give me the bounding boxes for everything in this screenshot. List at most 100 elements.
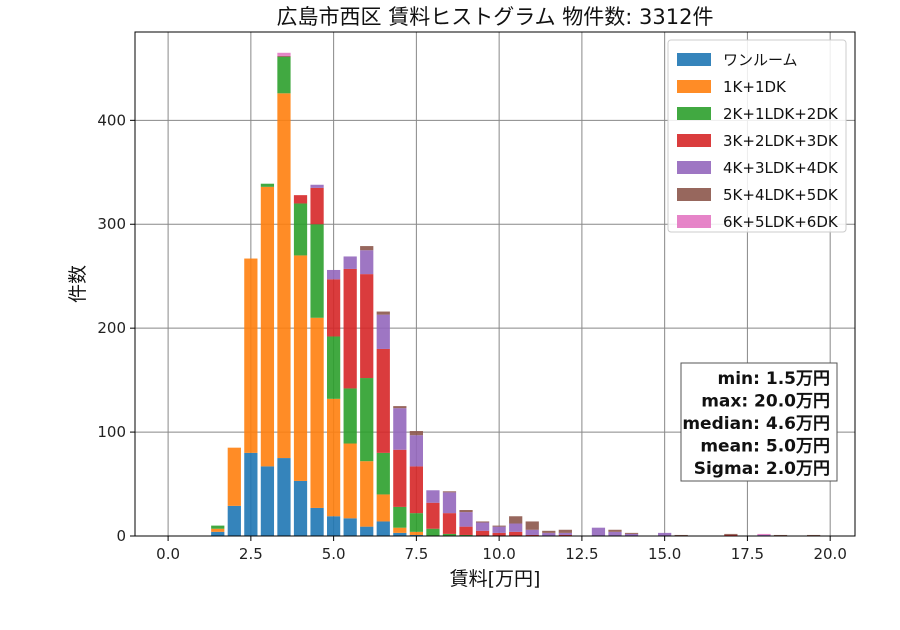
bar-segment-5 bbox=[558, 532, 572, 535]
legend-swatch bbox=[677, 161, 711, 174]
bar-segment-1 bbox=[277, 458, 291, 536]
bar-segment-6 bbox=[492, 525, 506, 527]
bar-segment-1 bbox=[360, 526, 374, 536]
bar-segment-3 bbox=[393, 506, 407, 528]
bar-segment-1 bbox=[310, 507, 324, 536]
legend-label: 2K+1LDK+2DK bbox=[723, 105, 839, 123]
legend-swatch bbox=[677, 134, 711, 147]
bar-segment-6 bbox=[409, 431, 423, 436]
bar-segment-6 bbox=[608, 529, 622, 532]
histogram-bars bbox=[211, 52, 821, 536]
bar-segment-6 bbox=[360, 246, 374, 251]
bar-segment-3 bbox=[442, 533, 457, 536]
legend-label: 5K+4LDK+5DK bbox=[723, 186, 839, 204]
bar-segment-1 bbox=[343, 518, 357, 536]
bar-segment-2 bbox=[360, 461, 374, 527]
bar-segment-4 bbox=[724, 534, 738, 536]
bar-segment-1 bbox=[244, 452, 258, 536]
bar-segment-6 bbox=[442, 491, 457, 493]
bar-segment-5 bbox=[426, 490, 440, 503]
bar-segment-4 bbox=[509, 531, 523, 536]
x-axis-label: 賃料[万円] bbox=[450, 568, 541, 590]
bar-segment-3 bbox=[343, 388, 357, 444]
bar-segment-3 bbox=[409, 513, 423, 532]
bar-segment-4 bbox=[327, 279, 341, 337]
bar-segment-4 bbox=[310, 187, 324, 225]
bar-segment-5 bbox=[459, 512, 473, 527]
y-tick-label: 0 bbox=[116, 527, 126, 545]
bar-segment-6 bbox=[525, 521, 539, 530]
bar-segment-2 bbox=[376, 494, 390, 522]
bar-segment-1 bbox=[393, 532, 407, 536]
bar-segment-4 bbox=[525, 534, 539, 536]
y-tick-label: 400 bbox=[97, 111, 126, 129]
bar-segment-4 bbox=[293, 195, 308, 204]
bar-segment-4 bbox=[492, 532, 506, 536]
y-tick-label: 300 bbox=[97, 215, 126, 233]
bar-segment-3 bbox=[293, 203, 308, 256]
bar-segment-5 bbox=[409, 435, 423, 467]
bar-segment-3 bbox=[426, 528, 440, 536]
bar-segment-1 bbox=[227, 505, 241, 536]
bar-segment-2 bbox=[327, 398, 341, 517]
plot-frame bbox=[134, 31, 856, 537]
stats-line: max: 20.0万円 bbox=[701, 392, 830, 412]
bar-segment-5 bbox=[757, 534, 771, 536]
y-axis-ticks: 0 100 200 300 400 bbox=[97, 111, 135, 545]
bar-segment-3 bbox=[260, 183, 275, 187]
x-tick-label: 12.5 bbox=[565, 545, 598, 563]
bar-segment-2 bbox=[343, 443, 357, 519]
bar-segment-6 bbox=[277, 55, 291, 57]
bar-segment-4 bbox=[409, 466, 423, 514]
bar-segment-3 bbox=[310, 224, 324, 318]
bar-segment-6 bbox=[558, 529, 572, 533]
bar-segment-3 bbox=[459, 534, 473, 536]
legend: ワンルーム 1K+1DK 2K+1LDK+2DK 3K+2LDK+3DK 4K+3LDK… bbox=[667, 39, 847, 233]
stats-line: min: 1.5万円 bbox=[718, 369, 830, 389]
x-axis-ticks: 0.0 2.5 5.0 7.5 10.0 12.5 15.0 17.5 20.0 bbox=[156, 536, 847, 563]
bar-segment-2 bbox=[260, 186, 275, 467]
bar-segment-7 bbox=[277, 52, 291, 56]
legend-frame bbox=[667, 39, 847, 233]
x-tick-label: 10.0 bbox=[482, 545, 515, 563]
bar-segment-1 bbox=[376, 521, 390, 536]
legend-label: 1K+1DK bbox=[723, 78, 787, 96]
bar-segment-2 bbox=[293, 255, 308, 481]
bar-segment-6 bbox=[542, 530, 556, 533]
bar-segment-6 bbox=[459, 510, 473, 513]
bar-segment-5 bbox=[509, 523, 523, 532]
bar-segment-3 bbox=[376, 452, 390, 495]
bar-segment-2 bbox=[211, 528, 225, 532]
bar-segment-6 bbox=[674, 534, 688, 536]
legend-swatch bbox=[677, 80, 711, 93]
bar-segment-4 bbox=[360, 274, 374, 379]
bar-segment-4 bbox=[393, 449, 407, 507]
bar-segment-5 bbox=[608, 531, 622, 536]
bar-segment-5 bbox=[360, 250, 374, 275]
bar-segment-4 bbox=[558, 534, 572, 536]
bar-segment-4 bbox=[442, 513, 457, 534]
x-tick-label: 7.5 bbox=[404, 545, 428, 563]
bar-segment-2 bbox=[393, 527, 407, 533]
bar-segment-7 bbox=[757, 533, 771, 535]
bar-segment-5 bbox=[658, 532, 672, 536]
bar-segment-3 bbox=[211, 525, 225, 529]
y-tick-label: 100 bbox=[97, 423, 126, 441]
bar-segment-2 bbox=[409, 531, 423, 535]
legend-label: 4K+3LDK+4DK bbox=[723, 159, 839, 177]
bar-segment-5 bbox=[343, 256, 357, 269]
bar-segment-2 bbox=[227, 447, 241, 506]
bar-segment-6 bbox=[724, 533, 738, 535]
legend-swatch bbox=[677, 188, 711, 201]
bar-segment-1 bbox=[327, 516, 341, 536]
bar-segment-5 bbox=[442, 492, 457, 514]
bar-segment-3 bbox=[360, 378, 374, 462]
bar-segment-1 bbox=[409, 534, 423, 536]
bar-segment-6 bbox=[624, 532, 639, 534]
x-tick-label: 0.0 bbox=[156, 545, 180, 563]
x-tick-label: 17.5 bbox=[731, 545, 764, 563]
x-tick-label: 20.0 bbox=[813, 545, 846, 563]
bar-segment-5 bbox=[542, 532, 556, 536]
